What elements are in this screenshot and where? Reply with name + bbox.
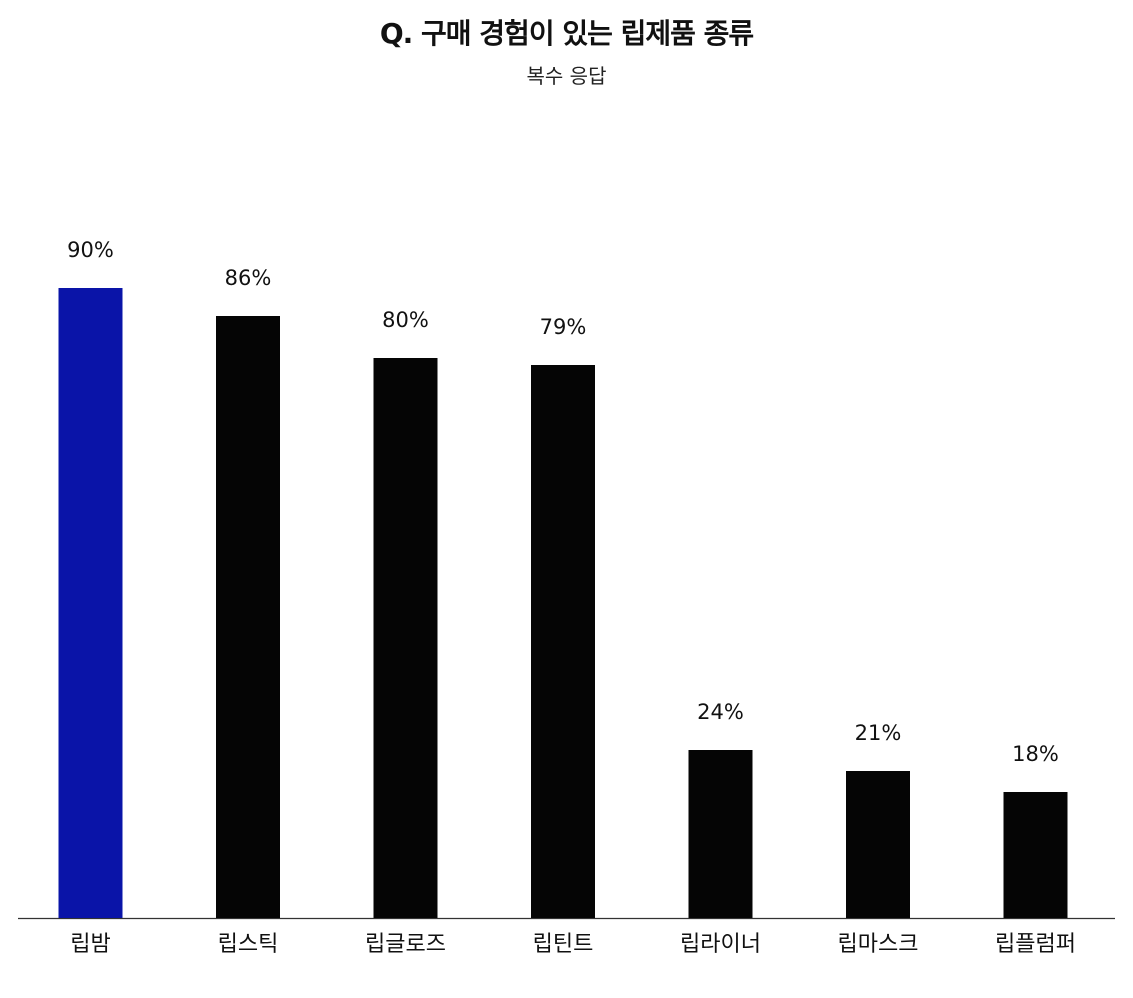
bar-6 <box>1003 792 1068 918</box>
bar-value-label-1: 86% <box>225 266 272 290</box>
category-label-6: 립플럼퍼 <box>995 932 1076 957</box>
bar-value-label-2: 80% <box>382 308 429 332</box>
chart-title: Q. 구매 경험이 있는 립제품 종류 <box>379 17 754 50</box>
category-label-2: 립글로즈 <box>365 932 446 957</box>
bar-value-label-4: 24% <box>697 700 744 724</box>
category-label-5: 립마스크 <box>838 932 919 957</box>
bar-value-label-6: 18% <box>1012 742 1059 766</box>
category-label-3: 립틴트 <box>533 932 594 957</box>
bar-value-label-0: 90% <box>67 238 114 262</box>
category-label-4: 립라이너 <box>680 932 761 957</box>
chart-subtitle: 복수 응답 <box>526 64 607 88</box>
category-label-1: 립스틱 <box>218 932 279 957</box>
bar-value-label-5: 21% <box>855 721 902 745</box>
bar-4 <box>688 750 753 918</box>
bar-3 <box>531 365 595 918</box>
bar-value-label-3: 79% <box>540 315 587 339</box>
category-label-0: 립밤 <box>70 932 110 957</box>
bar-2 <box>373 358 438 918</box>
bar-5 <box>846 771 910 918</box>
bar-0 <box>58 288 123 918</box>
bar-1 <box>216 316 280 918</box>
